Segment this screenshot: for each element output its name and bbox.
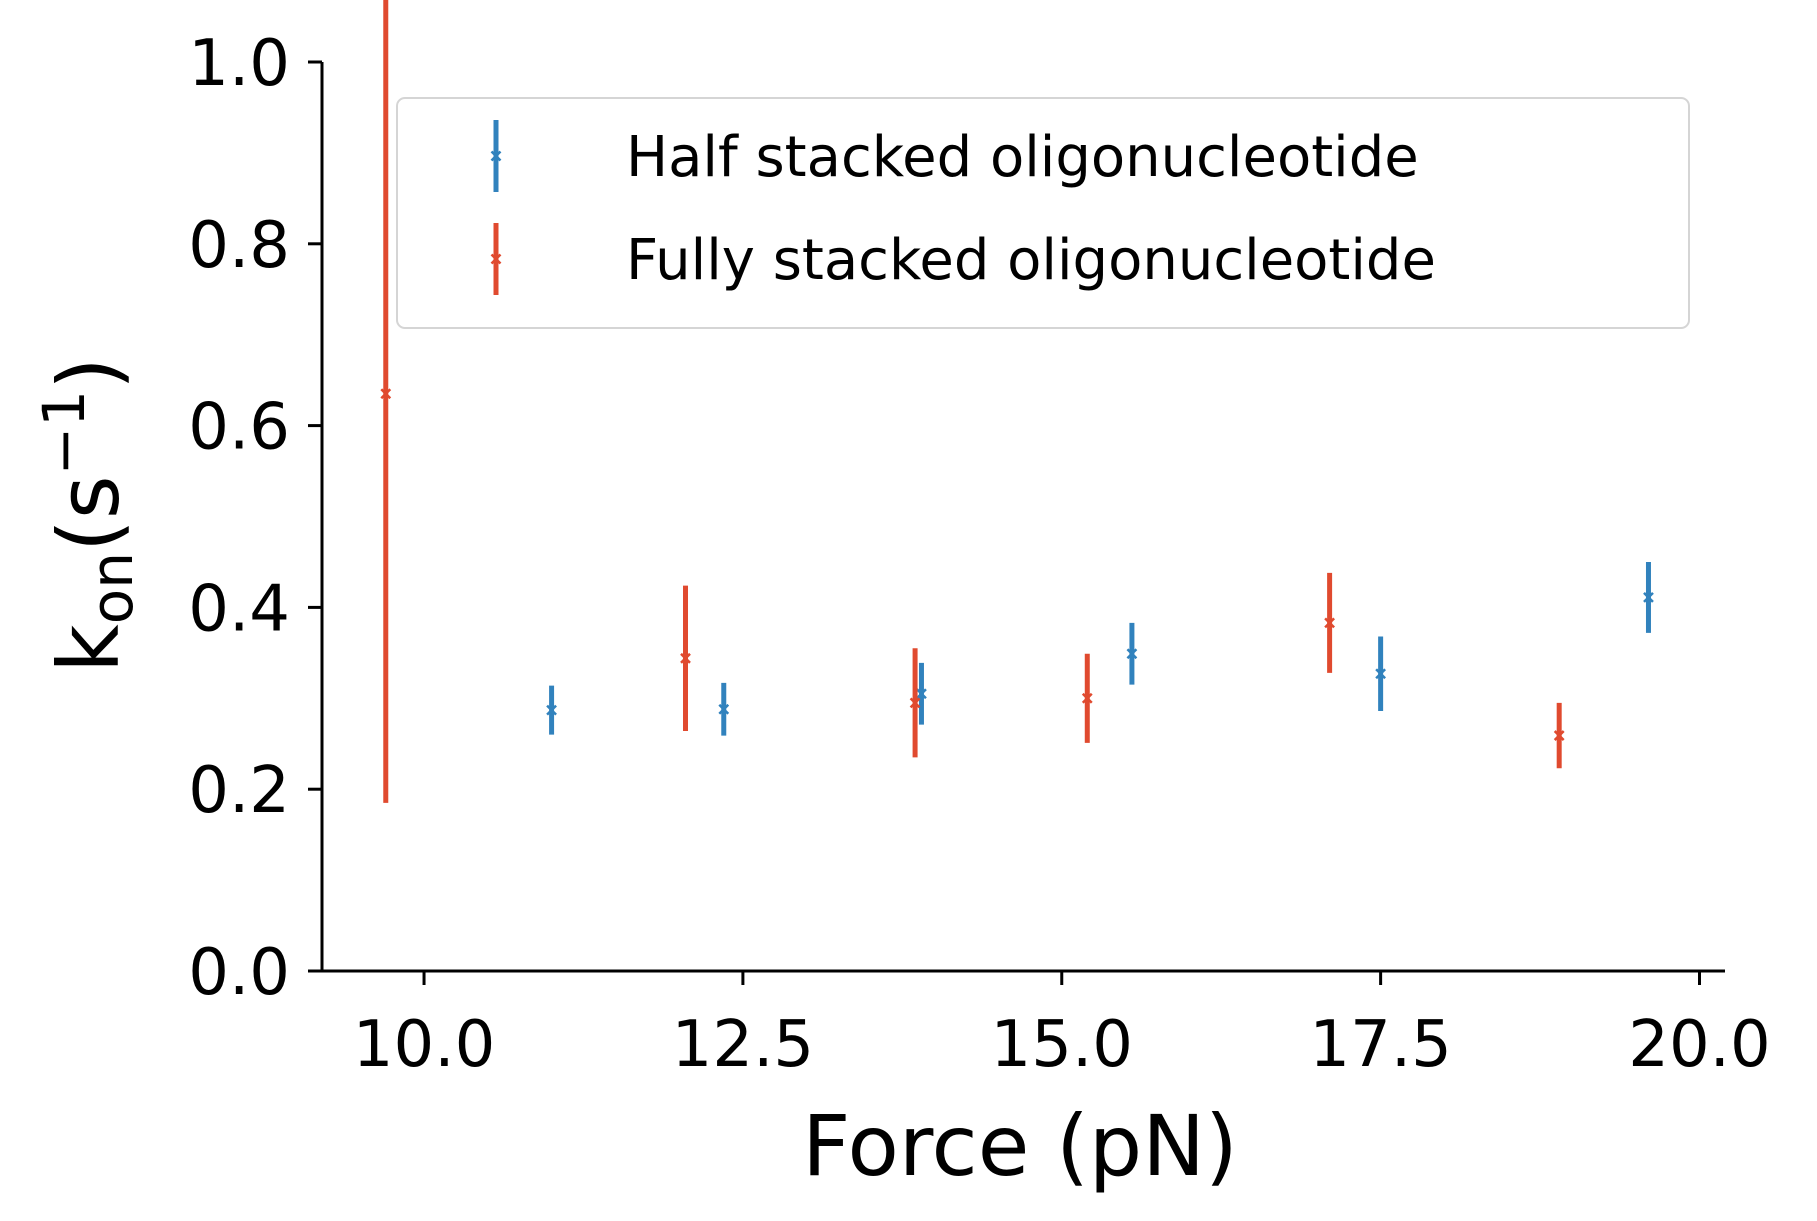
legend-label: Half stacked oligonucleotide xyxy=(626,125,1419,190)
y-label-close: ) xyxy=(40,357,138,390)
data-point xyxy=(1126,648,1138,660)
legend-marker-x xyxy=(490,253,502,265)
data-point xyxy=(1375,668,1387,680)
data-point xyxy=(718,703,730,715)
x-tick-label: 15.0 xyxy=(991,1008,1134,1082)
data-point xyxy=(1553,730,1565,741)
data-point xyxy=(546,704,557,716)
y-label-base: k xyxy=(40,624,138,673)
x-tick-label: 10.0 xyxy=(353,1008,496,1082)
y-tick-label: 0.8 xyxy=(188,209,290,283)
y-label-open: (s xyxy=(40,475,138,552)
axes-layer: 10.0 12.5 15.0 17.5 20.0 0.0 0.2 0.4 0.6 0.8 1.0 xyxy=(188,27,1771,1082)
data-point xyxy=(1643,592,1654,603)
series-1 xyxy=(380,0,1565,803)
x-tick-label: 12.5 xyxy=(672,1008,815,1082)
y-tick-label: 1.0 xyxy=(188,27,290,101)
data-point xyxy=(380,388,392,400)
x-tick-label: 20.0 xyxy=(1628,1008,1771,1082)
series-layer xyxy=(380,0,1654,803)
data-point xyxy=(680,652,691,664)
data-point xyxy=(909,697,921,709)
legend-marker-x xyxy=(490,150,502,162)
legend: Half stacked oligonucleotide Fully stacke… xyxy=(396,97,1690,329)
series-0 xyxy=(546,561,1654,736)
legend-label: Fully stacked oligonucleotide xyxy=(626,228,1436,293)
data-point xyxy=(916,688,927,700)
y-tick-label: 0.0 xyxy=(188,936,290,1010)
x-axis-label: Force (pN) xyxy=(802,1097,1238,1195)
y-tick-label: 0.2 xyxy=(188,754,290,828)
y-label-superscript: −1 xyxy=(30,390,98,476)
x-tick-label: 17.5 xyxy=(1309,1008,1452,1082)
data-point xyxy=(1081,692,1093,704)
y-label-subscript: on xyxy=(78,552,146,624)
legend-frame xyxy=(396,97,1690,329)
y-tick-label: 0.4 xyxy=(188,572,290,646)
data-point xyxy=(1324,617,1335,629)
y-tick-label: 0.6 xyxy=(188,391,290,465)
y-axis-label: kon(s−1) xyxy=(30,357,146,673)
